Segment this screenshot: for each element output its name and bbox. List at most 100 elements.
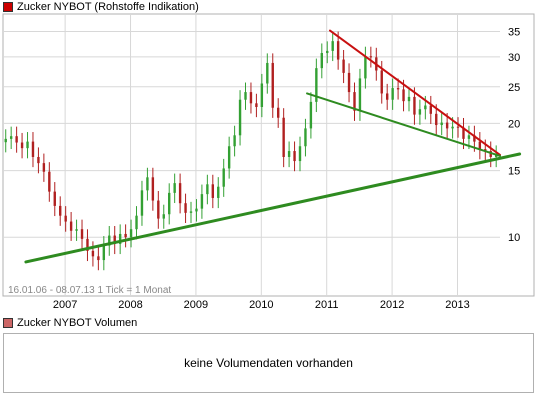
candle-body (320, 53, 323, 69)
price-legend-label: Zucker NYBOT (Rohstoffe Indikation) (17, 1, 199, 13)
candle-body (97, 256, 100, 261)
candle-body (342, 59, 345, 73)
x-tick-label: 2012 (380, 299, 404, 311)
candle-body (86, 238, 89, 251)
candle-body (473, 135, 476, 142)
candle-body (15, 136, 18, 143)
candle-body (451, 126, 454, 129)
candle-body (135, 215, 138, 230)
x-tick-label: 2007 (53, 299, 77, 311)
candle-body (266, 62, 269, 84)
trend-line-support (24, 152, 522, 264)
candle-body (222, 168, 225, 187)
candle-body (396, 88, 400, 90)
candle-body (211, 184, 215, 198)
trend-line-channel (306, 92, 501, 157)
candle-body (244, 92, 247, 100)
candle-body (260, 83, 264, 107)
candle-body (238, 99, 242, 136)
candle-body (249, 92, 253, 104)
candle-body (407, 96, 411, 102)
no-volume-message: keine Volumendaten vorhanden (184, 356, 353, 370)
x-tick-label: 2013 (445, 299, 469, 311)
candle-body (462, 127, 465, 139)
volume-legend-swatch (3, 318, 13, 328)
candle-body (189, 211, 193, 213)
plot-area-frame (2, 13, 535, 297)
x-tick-label: 2011 (315, 299, 339, 311)
candle-body (358, 78, 362, 111)
y-tick-label: 30 (508, 52, 520, 64)
candle-body (287, 151, 291, 157)
candle-body (233, 135, 236, 147)
candle-body (478, 141, 482, 150)
candle-body (151, 177, 155, 201)
candle-body (140, 190, 144, 216)
candle-body (75, 229, 78, 231)
candle-body (113, 235, 116, 244)
candle-body (124, 233, 127, 238)
price-legend-swatch (3, 2, 13, 12)
volume-legend: Zucker NYBOT Volumen (3, 316, 137, 330)
candle-body (200, 194, 204, 209)
candle-body (20, 142, 24, 149)
candle-body (91, 250, 95, 257)
candle-body (315, 68, 318, 102)
volume-panel: keine Volumendaten vorhanden (3, 333, 534, 393)
candle-body (402, 89, 405, 102)
candle-body (445, 122, 449, 129)
x-tick-label: 2008 (118, 299, 142, 311)
candle-body (271, 62, 274, 108)
candle-body (184, 203, 187, 213)
candle-body (298, 146, 302, 162)
candle-body (102, 245, 106, 261)
candle-body (282, 117, 285, 157)
candle-body (64, 215, 67, 222)
candle-body (9, 136, 13, 139)
candle-body (217, 186, 220, 198)
candle-body (293, 151, 296, 162)
candle-body (418, 109, 422, 115)
candle-body (59, 205, 62, 216)
x-tick-label: 2009 (184, 299, 208, 311)
candle-body (304, 128, 307, 147)
candle-body (385, 93, 389, 100)
candle-body (309, 101, 313, 129)
candle-body (435, 113, 438, 126)
price-chart: 10 15 20 25 30 35 2007 2008 2009 2010 2011 2012 201… (2, 13, 535, 311)
candle-body (173, 183, 176, 193)
candle-body (326, 50, 329, 54)
x-axis-tick-labels: 2007 2008 2009 2010 2011 2012 2013 (53, 299, 470, 311)
candle-body (331, 41, 334, 51)
y-tick-label: 25 (508, 82, 520, 94)
candle-body (369, 56, 373, 58)
date-range-info: 16.01.06 - 08.07.13 1 Tick = 1 Monat (8, 285, 171, 296)
candle-body (206, 184, 209, 195)
candle-body (53, 191, 56, 206)
candle-body (195, 208, 198, 212)
price-legend: Zucker NYBOT (Rohstoffe Indikation) (3, 0, 199, 14)
y-tick-label: 15 (508, 166, 520, 178)
candle-body (129, 229, 133, 238)
candle-body (4, 138, 7, 143)
candle-body (26, 141, 29, 149)
candle-body (168, 192, 171, 215)
candle-body (37, 156, 40, 164)
candle-body (347, 72, 351, 93)
candle-body (108, 235, 111, 246)
candle-body (146, 177, 149, 191)
candle-body (118, 233, 122, 244)
candle-body (494, 154, 498, 157)
candle-body (157, 200, 160, 219)
candle-body (429, 105, 432, 114)
trend-lines-group (24, 29, 522, 264)
candle-body (440, 122, 443, 126)
y-tick-label: 20 (508, 118, 520, 130)
candle-body (69, 221, 73, 231)
candle-body (336, 41, 340, 60)
candle-body (277, 107, 280, 118)
candle-body (178, 183, 182, 204)
candle-body (456, 126, 460, 128)
trend-line-resistance (328, 29, 501, 156)
y-axis-tick-labels: 10 15 20 25 30 35 (508, 27, 520, 245)
